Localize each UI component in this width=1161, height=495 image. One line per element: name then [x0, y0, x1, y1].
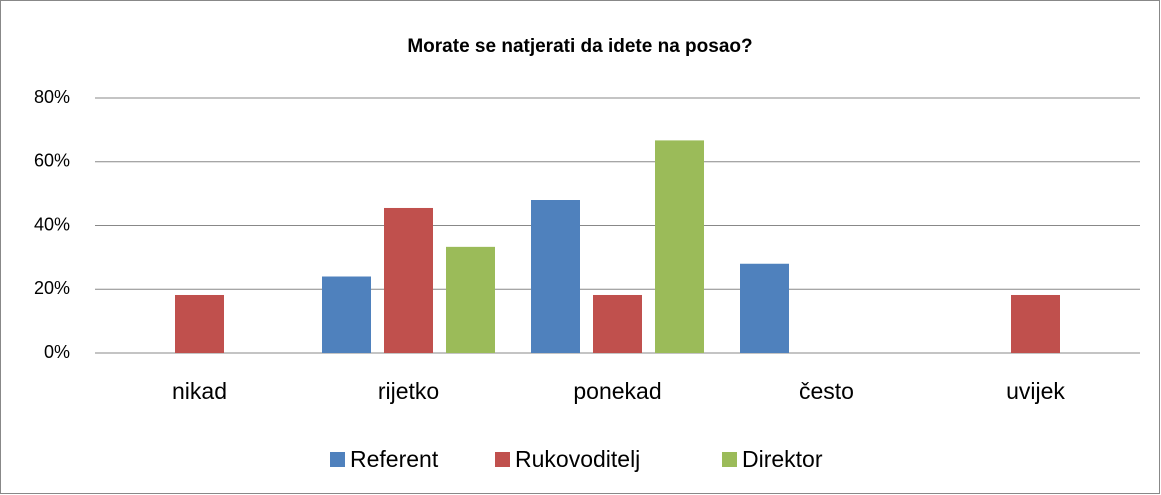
bar — [1011, 294, 1060, 353]
legend-swatch — [495, 452, 510, 467]
y-tick-label: 40% — [34, 214, 70, 234]
legend-label: Rukovoditelj — [515, 446, 640, 472]
bar — [175, 294, 224, 353]
bar — [531, 200, 580, 353]
x-tick-label: nikad — [172, 378, 227, 404]
y-tick-label: 20% — [34, 278, 70, 298]
legend-swatch — [330, 452, 345, 467]
bar — [322, 276, 371, 353]
y-tick-label: 0% — [44, 342, 70, 362]
legend-swatch — [722, 452, 737, 467]
chart-title: Morate se natjerati da idete na posao? — [407, 36, 752, 57]
x-tick-label: često — [799, 378, 854, 404]
bar — [655, 140, 704, 353]
bar — [593, 294, 642, 353]
y-tick-label: 80% — [34, 87, 70, 107]
x-tick-label: rijetko — [378, 378, 439, 404]
x-tick-label: uvijek — [1006, 378, 1065, 404]
bar — [740, 263, 789, 353]
bar — [384, 207, 433, 353]
x-tick-label: ponekad — [573, 378, 661, 404]
bar — [446, 246, 495, 353]
y-tick-label: 60% — [34, 151, 70, 171]
legend-label: Direktor — [742, 446, 823, 472]
legend-label: Referent — [350, 446, 439, 472]
